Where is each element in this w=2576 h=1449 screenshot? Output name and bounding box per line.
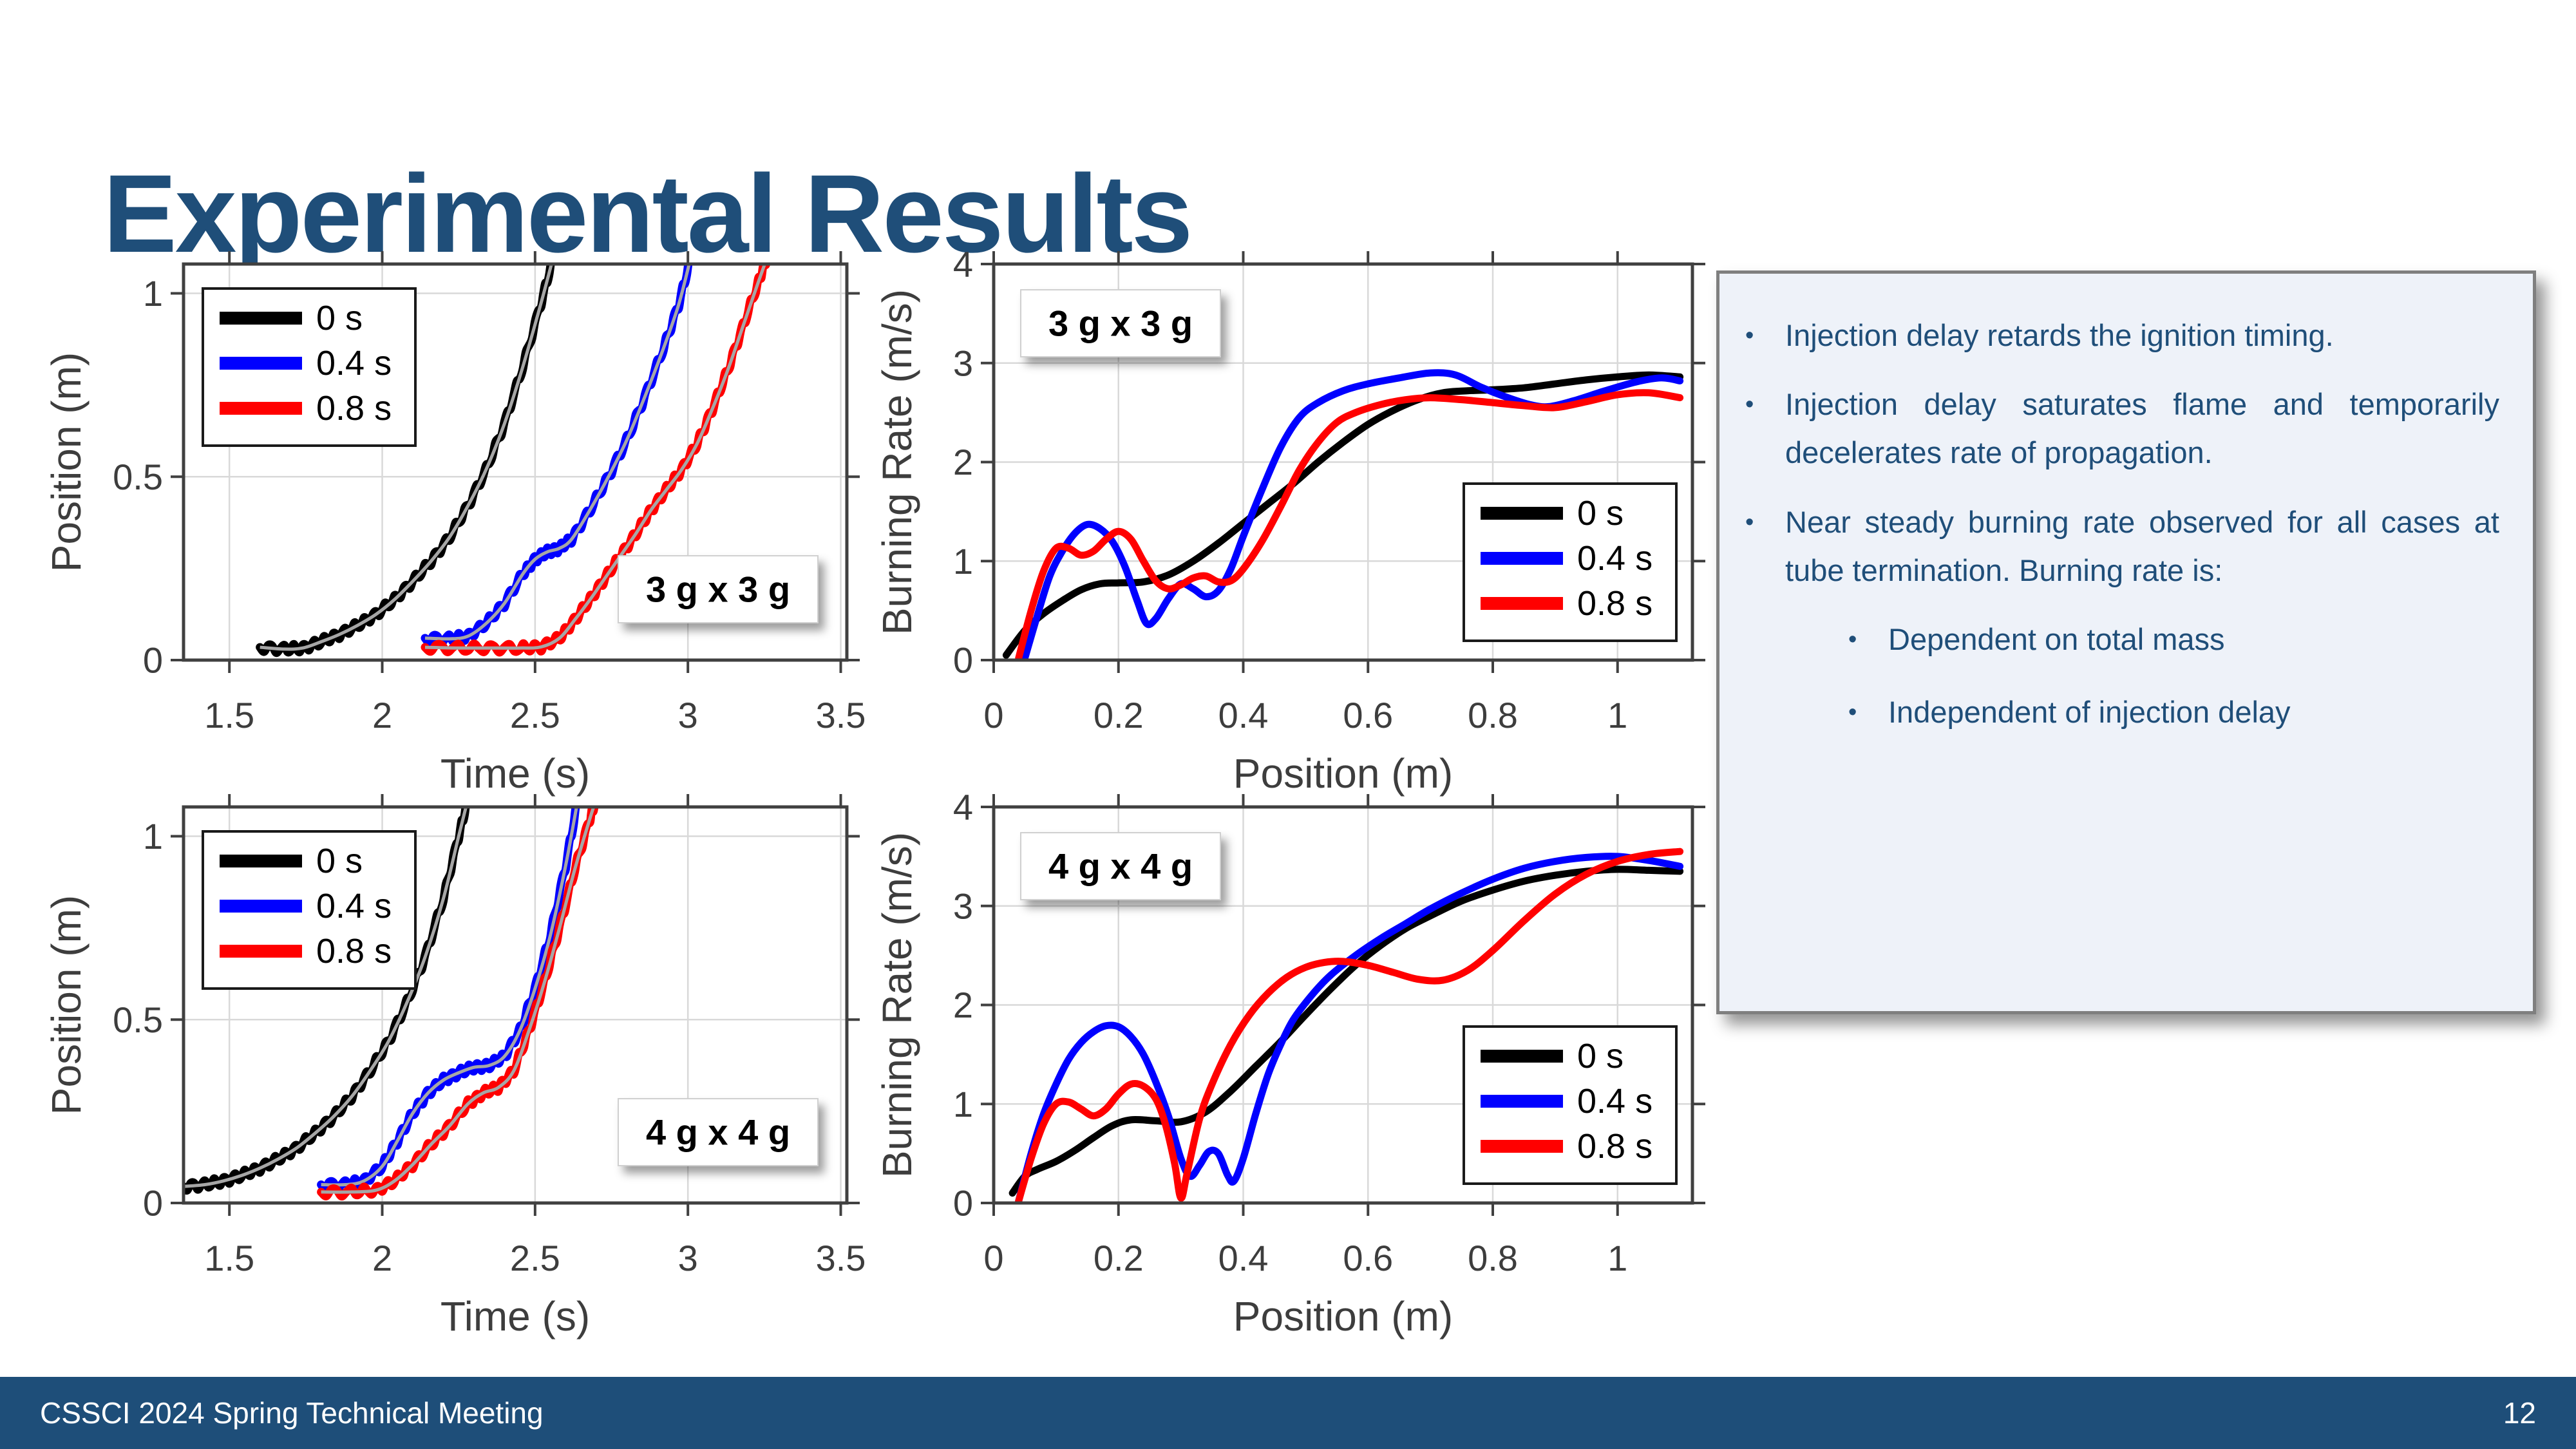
svg-text:Time (s): Time (s): [440, 1293, 590, 1340]
svg-text:3: 3: [678, 1238, 698, 1278]
svg-text:Position (m): Position (m): [1233, 750, 1453, 797]
svg-text:Position (m): Position (m): [43, 352, 90, 572]
svg-text:0.8 s: 0.8 s: [1577, 584, 1653, 623]
svg-text:1: 1: [1607, 1238, 1627, 1278]
bullet-icon: •: [1848, 625, 1857, 653]
svg-text:1.5: 1.5: [204, 1238, 254, 1278]
svg-text:0: 0: [143, 1183, 163, 1224]
svg-text:Position (m): Position (m): [43, 895, 90, 1115]
bullet-icon: •: [1745, 322, 1754, 349]
footer-bar: CSSCI 2024 Spring Technical Meeting 12: [0, 1377, 2576, 1449]
svg-text:0.8: 0.8: [1468, 1238, 1518, 1278]
bullet-item: • Independent of injection delay: [1848, 688, 2499, 736]
svg-text:0 s: 0 s: [316, 299, 363, 337]
svg-text:1: 1: [143, 816, 163, 857]
notes-box: • Injection delay retards the ignition t…: [1716, 270, 2536, 1014]
svg-text:0.4 s: 0.4 s: [1577, 539, 1653, 578]
bullet-text: Injection delay saturates flame and temp…: [1785, 387, 2499, 470]
page-number: 12: [2503, 1396, 2536, 1430]
svg-text:Position (m): Position (m): [1233, 1293, 1453, 1340]
svg-text:1: 1: [1607, 695, 1627, 735]
svg-text:1: 1: [953, 541, 973, 582]
svg-text:3 g x 3 g: 3 g x 3 g: [1048, 303, 1193, 344]
bullet-item: • Injection delay saturates flame and te…: [1745, 380, 2499, 477]
bullet-icon: •: [1848, 699, 1857, 726]
svg-text:4 g x 4 g: 4 g x 4 g: [1048, 846, 1193, 887]
svg-text:0.4: 0.4: [1218, 695, 1269, 735]
svg-text:Burning Rate (m/s): Burning Rate (m/s): [881, 832, 920, 1178]
svg-text:0.5: 0.5: [113, 999, 163, 1040]
svg-text:4 g x 4 g: 4 g x 4 g: [646, 1112, 790, 1153]
svg-text:0.4 s: 0.4 s: [316, 344, 392, 383]
chart-burning-rate-3g: 0 0.2 0.4 0.6 0.8 1 0 1 2 3 4 Position (m) Burning R…: [881, 248, 1705, 797]
svg-text:0.6: 0.6: [1343, 1238, 1393, 1278]
chart-burning-rate-4g: 0 0.2 0.4 0.6 0.8 1 0 1 2 3 4 Position (m) Burning R…: [881, 791, 1705, 1340]
svg-text:0.4: 0.4: [1218, 1238, 1269, 1278]
svg-text:0: 0: [983, 695, 1003, 735]
svg-text:1.5: 1.5: [204, 695, 254, 735]
svg-text:3.5: 3.5: [816, 695, 866, 735]
svg-text:2: 2: [372, 1238, 392, 1278]
svg-text:0: 0: [143, 640, 163, 681]
page-title: Experimental Results: [103, 152, 1193, 276]
bullet-text: Near steady burning rate observed for al…: [1785, 504, 2499, 587]
bullet-text: Dependent on total mass: [1888, 621, 2225, 656]
svg-text:2: 2: [953, 985, 973, 1025]
svg-text:4: 4: [953, 791, 973, 828]
svg-text:Burning Rate (m/s): Burning Rate (m/s): [881, 289, 920, 635]
svg-text:0.4 s: 0.4 s: [316, 887, 392, 925]
svg-text:0 s: 0 s: [1577, 494, 1624, 533]
svg-text:0: 0: [953, 1183, 973, 1224]
bullet-item: • Dependent on total mass: [1848, 615, 2499, 663]
svg-text:3: 3: [953, 343, 973, 383]
svg-text:1: 1: [953, 1084, 973, 1124]
svg-text:2.5: 2.5: [510, 695, 560, 735]
chart-position-4g: 1.5 2 2.5 3 3.5 0 0.5 1 Time (s) Position (m) 4 g …: [43, 794, 866, 1340]
svg-text:0.5: 0.5: [113, 457, 163, 497]
bullet-text: Injection delay retards the ignition tim…: [1785, 318, 2334, 352]
svg-text:2: 2: [372, 695, 392, 735]
svg-text:0: 0: [953, 640, 973, 681]
svg-text:3.5: 3.5: [816, 1238, 866, 1278]
svg-text:3: 3: [953, 886, 973, 926]
footer-text: CSSCI 2024 Spring Technical Meeting: [40, 1396, 544, 1430]
bullet-item: • Injection delay retards the ignition t…: [1745, 311, 2499, 359]
bullet-icon: •: [1745, 508, 1754, 536]
svg-text:0.4 s: 0.4 s: [1577, 1082, 1653, 1121]
svg-text:0.2: 0.2: [1094, 695, 1144, 735]
svg-text:Time (s): Time (s): [440, 750, 590, 797]
svg-text:3 g x 3 g: 3 g x 3 g: [646, 569, 790, 610]
bullet-icon: •: [1745, 391, 1754, 419]
chart-position-3g: 1.5 2 2.5 3 3.5 0 0.5 1 Time (s) Position (m) 3 g …: [43, 251, 866, 797]
svg-text:0 s: 0 s: [316, 842, 363, 880]
svg-text:0.2: 0.2: [1094, 1238, 1144, 1278]
bullet-text: Independent of injection delay: [1888, 695, 2291, 730]
svg-text:4: 4: [953, 248, 973, 285]
bullet-item: • Near steady burning rate observed for …: [1745, 498, 2499, 594]
svg-text:0 s: 0 s: [1577, 1037, 1624, 1075]
svg-text:0.8 s: 0.8 s: [316, 389, 392, 428]
svg-text:0: 0: [983, 1238, 1003, 1278]
svg-text:3: 3: [678, 695, 698, 735]
svg-text:2: 2: [953, 442, 973, 482]
svg-text:2.5: 2.5: [510, 1238, 560, 1278]
svg-text:0.8: 0.8: [1468, 695, 1518, 735]
svg-text:0.8 s: 0.8 s: [1577, 1127, 1653, 1166]
svg-text:1: 1: [143, 273, 163, 314]
svg-text:0.8 s: 0.8 s: [316, 932, 392, 971]
svg-text:0.6: 0.6: [1343, 695, 1393, 735]
